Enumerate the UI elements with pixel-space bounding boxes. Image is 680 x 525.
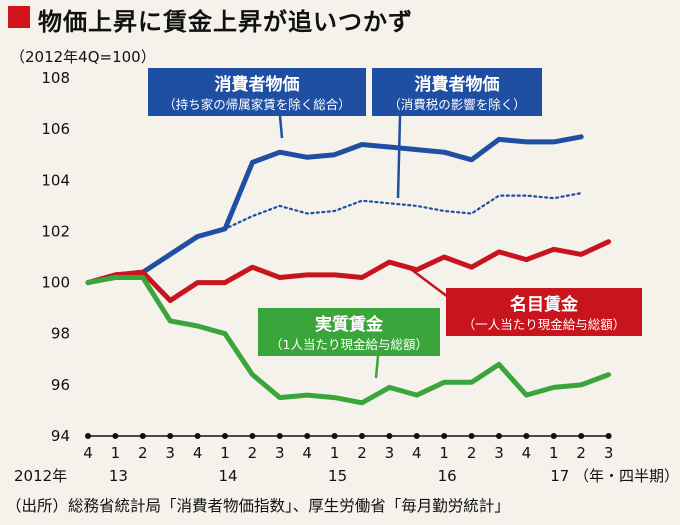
callout-line xyxy=(374,355,380,379)
x-axis-dot xyxy=(359,433,365,439)
chart-title: 物価上昇に賃金上昇が追いつかず xyxy=(38,8,413,36)
x-year-label: 13 xyxy=(109,467,128,485)
x-axis-dot xyxy=(276,433,283,439)
x-quarter-label: 2 xyxy=(248,444,258,462)
x-quarter-label: 4 xyxy=(83,444,93,462)
x-axis-dot xyxy=(550,433,557,439)
title-bar: 物価上昇に賃金上昇が追いつかず xyxy=(0,0,680,36)
x-quarter-label: 3 xyxy=(385,444,395,462)
series-line xyxy=(85,239,612,303)
x-quarter-label: 3 xyxy=(494,444,504,462)
x-axis-dot xyxy=(167,433,174,439)
series-line xyxy=(86,192,583,284)
x-axis-dot xyxy=(413,433,420,439)
series-label-subtitle: （1人当たり現金給与総額） xyxy=(270,337,428,352)
y-tick-label: 100 xyxy=(41,274,70,292)
x-axis-dot xyxy=(441,433,448,439)
y-tick-label: 96 xyxy=(51,376,70,394)
series-label-box xyxy=(258,308,440,356)
x-quarter-label: 3 xyxy=(275,444,285,462)
series-label-title: 実質賃金 xyxy=(315,314,384,335)
callout-line xyxy=(396,115,402,199)
series-label-subtitle: （一人当たり現金給与総額） xyxy=(463,317,626,332)
x-axis-dot xyxy=(578,433,585,439)
x-quarter-label: 1 xyxy=(220,444,230,462)
x-quarter-label: 3 xyxy=(604,444,614,462)
x-quarter-label: 2 xyxy=(467,444,477,462)
x-quarter-label: 4 xyxy=(522,444,532,462)
title-red-square xyxy=(8,6,30,28)
x-axis-dot xyxy=(331,433,338,439)
series-line xyxy=(85,275,612,406)
x-quarter-label: 4 xyxy=(302,444,312,462)
x-axis-dot xyxy=(85,433,91,439)
callout-line xyxy=(278,115,284,139)
series-label-subtitle: （持ち家の帰属家賃を除く総合） xyxy=(163,97,351,112)
x-axis-dot xyxy=(386,433,393,439)
y-tick-label: 102 xyxy=(41,222,70,240)
x-axis-dot xyxy=(222,433,228,439)
x-axis-unit: （年・四半期） xyxy=(574,467,679,485)
x-quarter-label: 4 xyxy=(412,444,422,462)
x-year-label: 15 xyxy=(328,467,347,485)
y-tick-label: 104 xyxy=(41,171,70,189)
source-note: （出所）総務省統計局「消費者物価指数」、厚生労働省「毎月勤労統計」 xyxy=(6,497,510,515)
x-quarter-label: 2 xyxy=(576,444,586,462)
x-axis-dot xyxy=(112,433,119,439)
series-line xyxy=(85,134,584,286)
x-axis-dot xyxy=(523,433,530,439)
callout-line xyxy=(411,269,453,301)
x-quarter-label: 1 xyxy=(439,444,449,462)
y-unit-label: （2012年4Q=100） xyxy=(10,48,156,66)
series-label-box xyxy=(148,68,366,116)
x-quarter-label: 1 xyxy=(549,444,559,462)
x-axis-dot xyxy=(605,433,612,439)
x-year-label: 16 xyxy=(438,467,457,485)
y-tick-label: 98 xyxy=(51,325,70,343)
x-axis-dot xyxy=(304,433,311,439)
x-axis-dot xyxy=(139,433,146,439)
y-tick-label: 106 xyxy=(41,120,70,138)
x-quarter-label: 1 xyxy=(111,444,121,462)
y-tick-label: 108 xyxy=(41,69,70,87)
x-year-label: 2012年 xyxy=(14,467,67,485)
x-quarter-label: 4 xyxy=(193,444,203,462)
series-label-box xyxy=(446,288,642,336)
x-axis-dot xyxy=(249,433,256,439)
x-axis-dot xyxy=(194,433,201,439)
x-year-label: 14 xyxy=(218,467,237,485)
y-tick-label: 94 xyxy=(51,427,70,445)
x-year-label: 17 xyxy=(550,467,569,485)
series-label-title: 消費者物価 xyxy=(215,74,300,95)
x-axis-dot xyxy=(468,433,475,439)
series-label-title: 名目賃金 xyxy=(510,294,579,315)
series-label-subtitle: （消費税の影響を除く） xyxy=(388,97,526,112)
x-quarter-label: 2 xyxy=(138,444,148,462)
x-quarter-label: 2 xyxy=(357,444,367,462)
series-label-box xyxy=(372,68,542,116)
x-quarter-label: 3 xyxy=(165,444,175,462)
x-axis-dot xyxy=(496,433,502,439)
x-quarter-label: 1 xyxy=(330,444,340,462)
series-label-title: 消費者物価 xyxy=(415,74,500,95)
